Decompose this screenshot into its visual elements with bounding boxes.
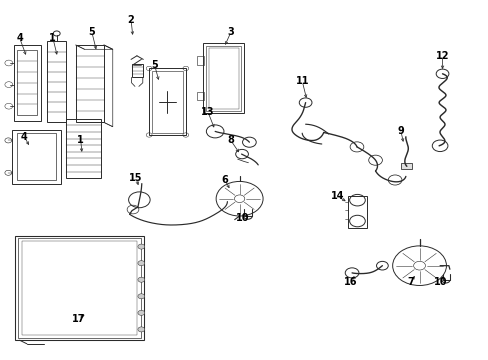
Bar [12,130,61,184]
Bar [152,71,183,133]
Text: 17: 17 [71,314,85,324]
Bar [17,133,56,180]
Text: 7: 7 [407,276,413,287]
Bar [17,50,37,115]
Text: 8: 8 [227,135,234,145]
Text: 15: 15 [129,173,142,183]
Circle shape [138,277,144,282]
Bar [47,41,66,122]
Text: 9: 9 [397,126,404,136]
Text: 5: 5 [88,27,95,37]
Text: 16: 16 [344,276,357,287]
Bar [197,91,203,100]
Text: 10: 10 [236,213,249,223]
Bar [149,68,185,135]
Text: 10: 10 [433,276,447,287]
Bar [203,43,244,113]
Text: 12: 12 [435,51,448,61]
Text: 3: 3 [227,27,234,37]
Circle shape [138,327,144,332]
Bar [131,64,142,77]
Bar [197,57,203,65]
Text: 11: 11 [295,76,308,86]
Bar [208,48,238,109]
Text: 1: 1 [77,135,84,145]
Text: 13: 13 [201,107,214,117]
Circle shape [138,310,144,315]
Bar [21,241,137,335]
Circle shape [138,261,144,266]
Text: 1: 1 [49,33,56,43]
Text: 6: 6 [221,175,228,185]
Text: 4: 4 [16,33,23,43]
Bar [76,45,104,122]
Text: 14: 14 [330,191,344,201]
Bar [347,196,366,228]
Text: 4: 4 [21,132,28,142]
Circle shape [138,294,144,299]
Bar [206,46,241,111]
Bar [14,45,41,121]
Bar [400,163,411,169]
Bar [15,236,144,340]
Text: 2: 2 [127,15,134,25]
Bar [66,119,101,178]
Bar [18,238,141,338]
Circle shape [138,244,144,249]
Text: 5: 5 [151,60,158,70]
